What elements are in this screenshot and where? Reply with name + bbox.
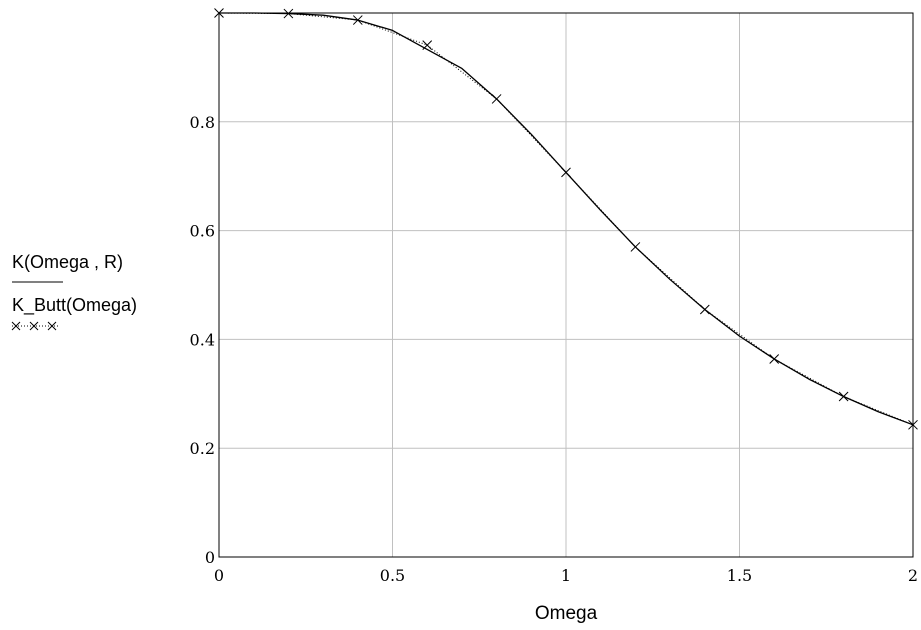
plot-frame (218, 12, 914, 558)
x-tick-label-4: 2 (908, 566, 918, 585)
x-tick-label-3: 1.5 (727, 566, 752, 585)
series-2-marker-3 (422, 40, 433, 50)
y-tick-label-3: 0.6 (190, 222, 215, 241)
series-2-marker-7 (699, 304, 710, 315)
series-2-line (218, 12, 914, 426)
x-axis-label: Omega (535, 603, 598, 624)
legend: K(Omega , R) K_Butt(Omega) (11, 252, 137, 331)
tick-labels: 0 0.5 1 1.5 2 0 0.2 0.4 0.6 0.8 (190, 113, 919, 585)
series-2-marker-1 (283, 8, 294, 19)
legend-label-series-1: K(Omega , R) (12, 252, 123, 272)
series-2-marker-5 (561, 167, 571, 178)
series-2-marker-6 (630, 242, 641, 252)
x-tick-label-1: 0.5 (380, 566, 405, 585)
legend-label-series-2: K_Butt(Omega) (12, 295, 137, 316)
legend-markers (11, 321, 58, 331)
x-tick-label-0: 0 (214, 566, 224, 585)
y-tick-label-4: 0.8 (190, 113, 215, 132)
x-tick-label-2: 1 (561, 566, 571, 585)
y-tick-label-0: 0 (205, 548, 215, 567)
series-2-marker-2 (352, 15, 363, 25)
series-2-marker-0 (214, 8, 224, 18)
series-2-marker-4 (491, 94, 502, 104)
series-2-marker-10 (908, 419, 918, 430)
series-2-marker-8 (769, 354, 780, 364)
y-tick-label-1: 0.2 (190, 439, 215, 458)
y-tick-label-2: 0.4 (190, 330, 215, 349)
grid (219, 13, 913, 557)
series-layer (214, 8, 918, 430)
series-2-marker-9 (838, 391, 849, 402)
